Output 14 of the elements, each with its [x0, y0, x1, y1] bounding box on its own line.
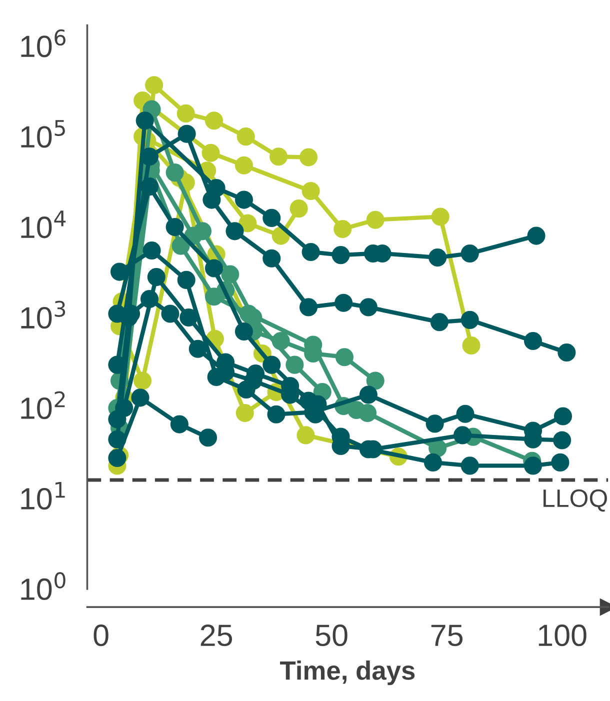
y-tick-label: 10$^{1}$ — [21, 482, 65, 510]
x-tick-label: 100 — [538, 624, 586, 646]
y-tick-label: 10$^{3}$ — [21, 300, 66, 329]
x-tick-label: 50 — [316, 624, 348, 646]
x-tick-label: 0 — [94, 624, 108, 646]
ref-line-label: LLOQ — [544, 489, 607, 512]
x-axis-title: Time, days — [280, 660, 415, 686]
y-tick-label: 10$^{2}$ — [21, 391, 65, 420]
x-tick-label: 25 — [200, 624, 232, 646]
y-tick-label: 10$^{0}$ — [21, 572, 66, 600]
y-tick-label: 10$^{6}$ — [21, 29, 66, 58]
x-tick-label: 75 — [431, 624, 463, 646]
y-tick-label: 10$^{4}$ — [21, 210, 66, 238]
y-tick-label: 10$^{5}$ — [21, 120, 65, 148]
